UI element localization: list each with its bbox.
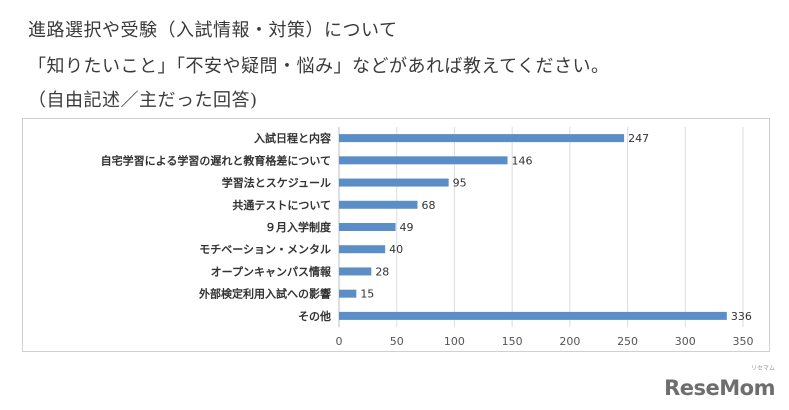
x-tick-label: 0 bbox=[336, 335, 343, 348]
category-label: 自宅学習による学習の遅れと教育格差について bbox=[101, 153, 331, 167]
bar bbox=[339, 178, 449, 187]
category-label: 入試日程と内容 bbox=[254, 131, 331, 145]
category-label: 共通テストについて bbox=[232, 198, 331, 212]
x-tick-label: 50 bbox=[390, 335, 404, 348]
data-label: 68 bbox=[421, 199, 435, 212]
logo-subtext: リセマム bbox=[750, 365, 775, 372]
bar bbox=[339, 223, 396, 231]
chart-frame bbox=[22, 118, 770, 352]
x-tick-label: 300 bbox=[675, 335, 696, 348]
bar bbox=[339, 134, 625, 143]
heading-line-3: （自由記述／主だった回答) bbox=[28, 90, 258, 111]
category-label: ９月入学制度 bbox=[265, 220, 332, 234]
x-tick-label: 250 bbox=[617, 335, 638, 348]
x-tick-label: 350 bbox=[733, 335, 754, 348]
data-label: 247 bbox=[628, 132, 649, 145]
data-label: 95 bbox=[453, 177, 467, 190]
bar bbox=[339, 267, 372, 276]
bar bbox=[339, 156, 508, 165]
data-label: 15 bbox=[360, 288, 374, 301]
category-label: 外部検定利用入試への影響 bbox=[198, 287, 331, 301]
bar bbox=[339, 200, 418, 209]
resemom-logo: ReseMom bbox=[664, 376, 775, 400]
bar bbox=[339, 289, 357, 298]
x-tick-label: 150 bbox=[502, 335, 523, 348]
heading-line-1: 進路選択や受験（入試情報・対策）について bbox=[28, 20, 398, 41]
data-label: 146 bbox=[512, 154, 533, 167]
data-label: 28 bbox=[375, 265, 389, 278]
data-label: 40 bbox=[389, 243, 403, 256]
data-label: 49 bbox=[400, 221, 414, 234]
x-tick-label: 200 bbox=[559, 335, 580, 348]
category-label: その他 bbox=[298, 309, 331, 323]
category-label: 学習法とスケジュール bbox=[222, 176, 331, 190]
bar bbox=[339, 311, 727, 320]
data-label: 336 bbox=[731, 310, 752, 323]
bar bbox=[339, 245, 386, 254]
heading-line-2: 「知りたいこと」「不安や疑問・悩み」などがあれば教えてください。 bbox=[28, 56, 610, 77]
category-label: モチベーション・メンタル bbox=[199, 243, 331, 256]
category-label: オープンキャンパス情報 bbox=[211, 264, 332, 278]
x-tick-label: 100 bbox=[444, 335, 465, 348]
